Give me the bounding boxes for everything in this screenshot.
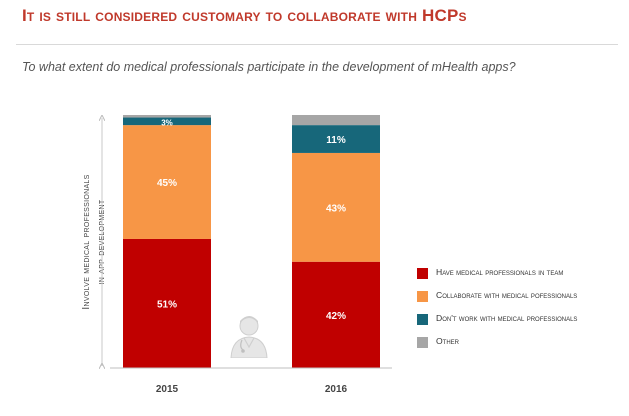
data-label-2015-collaborate-with-medical-pofessionals: 45%: [157, 178, 177, 189]
legend-label: Don't work with medical professionals: [436, 313, 578, 323]
bar-2015-other: [123, 115, 211, 118]
legend-label: Have medical professionals in team: [436, 267, 564, 277]
chart-legend: Have medical professionals in team Colla…: [417, 266, 627, 358]
x-tick-label-2015: 2015: [156, 384, 179, 395]
title-divider: [16, 44, 618, 45]
data-label-2015-have-medical-professionals-in-team: 51%: [157, 299, 177, 310]
legend-swatch: [417, 314, 428, 325]
legend-label: Other: [436, 336, 460, 346]
legend-item-other: Other: [417, 335, 627, 348]
data-label-2016-don-t-work-with-medical-professionals: 11%: [326, 135, 346, 146]
legend-swatch: [417, 268, 428, 279]
bar-2015-have-medical-professionals-in-team: [123, 238, 211, 368]
bar-2016-don-t-work-with-medical-professionals: [292, 125, 380, 153]
bar-2016-other: [292, 115, 380, 126]
legend-item-in-team: Have medical professionals in team: [417, 266, 627, 279]
legend-label: Collaborate with medical pofessionals: [436, 290, 578, 300]
doctor-avatar-icon: [229, 314, 269, 363]
data-label-2015-don-t-work-with-medical-professionals: 3%: [161, 118, 173, 127]
bar-2016-collaborate-with-medical-pofessionals: [292, 152, 380, 262]
bar-2016-have-medical-professionals-in-team: [292, 261, 380, 368]
bar-2015-don-t-work-with-medical-professionals: [123, 117, 211, 126]
legend-swatch: [417, 291, 428, 302]
legend-swatch: [417, 337, 428, 348]
chart-subtitle: To what extent do medical professionals …: [22, 60, 516, 74]
data-label-2016-collaborate-with-medical-pofessionals: 43%: [326, 203, 346, 214]
legend-item-dont-work: Don't work with medical professionals: [417, 312, 627, 325]
page-title: It is still considered customary to coll…: [22, 6, 467, 25]
bar-2015-collaborate-with-medical-pofessionals: [123, 125, 211, 239]
legend-item-collaborate: Collaborate with medical pofessionals: [417, 289, 627, 302]
x-tick-label-2016: 2016: [325, 384, 348, 395]
data-label-2016-have-medical-professionals-in-team: 42%: [326, 311, 346, 322]
